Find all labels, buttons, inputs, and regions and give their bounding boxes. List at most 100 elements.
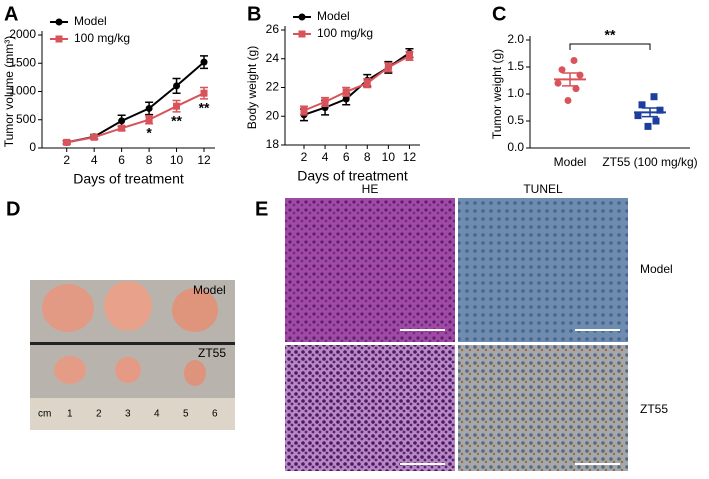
ruler-label: 6: [212, 409, 218, 420]
marker: [118, 124, 126, 132]
marker: [650, 93, 658, 101]
marker: [145, 116, 153, 124]
legend-label: 100 mg/kg: [317, 26, 373, 40]
error-bar: [642, 107, 658, 118]
significance: **: [171, 113, 182, 129]
legend-label: Model: [74, 14, 107, 28]
x-tick-label: 12: [197, 153, 211, 167]
significance-bracket: [569, 43, 651, 50]
x-tick-label: 8: [364, 150, 371, 164]
marker: [173, 82, 181, 90]
y-tick-label: 2.0: [507, 32, 524, 46]
y-tick-label: 2000: [9, 27, 36, 41]
x-tick-label: 2: [301, 150, 308, 164]
ruler-label: 2: [96, 409, 102, 420]
micrograph: [458, 345, 628, 471]
y-tick-label: 1500: [9, 55, 36, 69]
significance: **: [199, 100, 210, 116]
marker: [90, 133, 98, 141]
y-axis-label: Tumor weight (g): [490, 49, 504, 139]
y-tick-label: 24: [266, 51, 280, 65]
y-tick-label: 22: [266, 80, 280, 94]
x-tick-label: 6: [118, 153, 125, 167]
marker: [644, 122, 652, 130]
panel-label: E: [255, 198, 268, 220]
micrograph: [458, 198, 628, 342]
tumors: [30, 281, 235, 430]
series-line: [303, 54, 410, 112]
marker: [145, 104, 153, 112]
error-bar: [562, 72, 578, 87]
ruler-label: cm: [38, 409, 51, 420]
scale-bars: [400, 329, 620, 465]
legend-marker: [55, 18, 63, 26]
ruler-label: 5: [183, 409, 189, 420]
marker: [405, 52, 413, 60]
photo-label: ZT55: [198, 346, 226, 360]
x-axis-label: Days of treatment: [297, 168, 408, 184]
y-axis-label: Tumor volume (mm³): [2, 36, 16, 148]
marker: [173, 102, 181, 110]
y-tick-label: 500: [16, 112, 36, 126]
y-tick-label: 0: [29, 140, 36, 154]
legend-label: Model: [317, 9, 350, 23]
column-label: HE: [362, 182, 379, 196]
marker: [558, 66, 566, 74]
significance: *: [146, 124, 152, 140]
y-tick-label: 20: [266, 108, 280, 122]
row-label: Model: [640, 262, 673, 276]
ruler-label: 3: [125, 409, 131, 420]
x-tick-label: 10: [382, 150, 396, 164]
panel-label: A: [4, 3, 18, 25]
y-tick-label: 1000: [9, 84, 36, 98]
marker: [63, 138, 71, 146]
marker: [638, 101, 646, 109]
column-label: TUNEL: [523, 182, 563, 196]
marker: [342, 88, 350, 96]
y-tick-label: 1.0: [507, 86, 524, 100]
x-tick-label: ZT55 (100 mg/kg): [602, 155, 697, 169]
ruler-label: 4: [154, 409, 160, 420]
ruler-label: 1: [67, 409, 73, 420]
legend-marker: [298, 30, 306, 38]
marker: [384, 63, 392, 71]
marker: [554, 79, 562, 87]
x-axis-label: Days of treatment: [73, 171, 184, 187]
panel-label: C: [492, 3, 506, 25]
marker: [570, 57, 578, 65]
y-tick-label: 18: [266, 137, 280, 151]
x-tick-label: 4: [91, 153, 98, 167]
marker: [118, 117, 126, 125]
marker: [572, 85, 580, 93]
photo-label: Model: [193, 283, 226, 297]
marker: [652, 117, 660, 125]
row-label: ZT55: [640, 402, 668, 416]
marker: [564, 96, 572, 104]
x-tick-label: 6: [343, 150, 350, 164]
micrograph: [285, 198, 455, 342]
x-tick-label: 4: [322, 150, 329, 164]
y-axis-label: Body weight (g): [245, 46, 259, 129]
series-line: [66, 92, 205, 144]
y-tick-label: 0.0: [507, 140, 524, 154]
micrograph: [285, 345, 455, 471]
panel-label: B: [247, 3, 261, 25]
marker: [200, 58, 208, 66]
marker: [321, 98, 329, 106]
x-tick-label: 10: [170, 153, 184, 167]
x-tick-label: 8: [146, 153, 153, 167]
series-line: [303, 52, 411, 116]
marker: [200, 89, 208, 97]
x-tick-label: 12: [403, 150, 417, 164]
marker: [342, 95, 350, 103]
x-tick-label: Model: [554, 155, 587, 169]
legend-label: 100 mg/kg: [74, 31, 130, 45]
significance: **: [605, 27, 616, 43]
marker: [656, 106, 664, 114]
y-tick-label: 0.5: [507, 113, 524, 127]
marker: [576, 71, 584, 79]
legend-marker: [298, 13, 306, 21]
legend-marker: [55, 35, 63, 43]
marker: [634, 112, 642, 120]
